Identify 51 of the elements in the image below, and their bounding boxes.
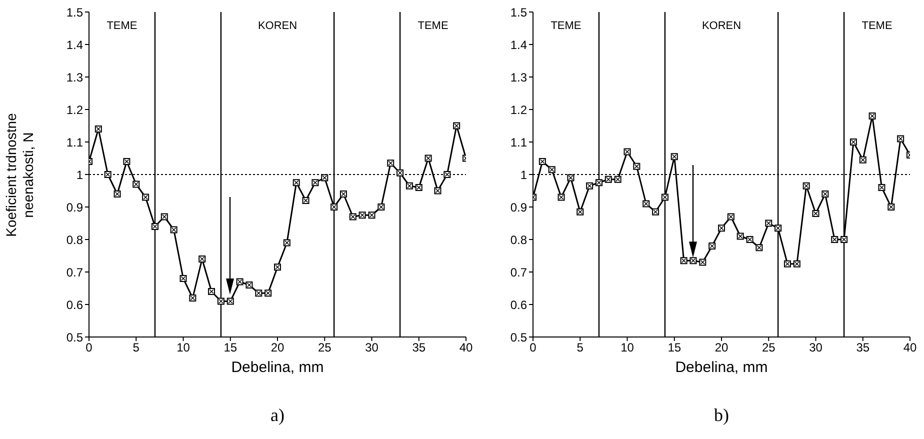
y-tick-label: 1.1	[510, 135, 528, 150]
y-tick-label: 1.4	[510, 38, 528, 52]
annotation: TEME	[106, 20, 138, 32]
y-tick-label: 1.3	[510, 70, 528, 84]
x-tick-label: 25	[762, 340, 776, 355]
y-tick-label: 0.6	[510, 298, 528, 312]
y-tick-label: 1	[76, 168, 84, 182]
y-tick-label: 1.2	[66, 102, 84, 117]
annotation: TEME	[550, 20, 582, 32]
text: b)	[713, 405, 730, 426]
x-tick-label: 35	[412, 340, 426, 355]
y-tick-label: 1	[520, 168, 528, 182]
x-tick-label: 20	[270, 340, 284, 355]
x-tick-label: 20	[714, 340, 728, 355]
y-tick-label: 1.5	[66, 5, 84, 20]
y-tick-label: 1.5	[510, 5, 528, 20]
y-tick-label: 1.3	[66, 70, 84, 84]
x-axis-title: Debelina, mm	[674, 359, 769, 376]
x-tick-label: 25	[318, 340, 332, 355]
y-tick-label: 1.2	[510, 102, 528, 117]
y-tick-label: 0.7	[66, 265, 84, 280]
annotation: KOREN	[256, 20, 298, 32]
annotation: KOREN	[700, 20, 742, 32]
y-tick-label: 0.6	[66, 298, 84, 312]
y-tick-label: 0.8	[66, 232, 84, 247]
x-tick-label: 10	[620, 340, 634, 355]
y-tick-label: 0.9	[66, 200, 84, 214]
x-tick-label: 5	[132, 340, 140, 355]
x-axis-title: Debelina, mm	[230, 359, 325, 376]
y-tick-label: 0.7	[510, 265, 528, 280]
x-tick-label: 10	[176, 340, 190, 355]
y-tick-label: 0.5	[510, 330, 528, 344]
y-tick-label: 0.9	[510, 200, 528, 214]
x-tick-label: 30	[809, 340, 823, 355]
x-tick-label: 0	[86, 340, 93, 355]
y-tick-label: 0.8	[510, 232, 528, 247]
x-tick-label: 0	[530, 340, 537, 355]
x-tick-label: 30	[365, 340, 379, 355]
annotation: TEME	[416, 20, 450, 32]
x-tick-label: 15	[224, 340, 238, 355]
x-tick-label: 5	[576, 340, 584, 355]
y-tick-label: 1.4	[66, 38, 84, 52]
x-tick-label: 15	[668, 340, 682, 355]
y-tick-label: 1.1	[66, 135, 84, 150]
text: a)	[270, 405, 286, 426]
x-tick-label: 40	[459, 340, 473, 355]
x-tick-label: 40	[903, 340, 917, 355]
annotation: TEME	[860, 20, 894, 32]
y-axis-title: Koeficient trdnostne neenakosti, N	[3, 112, 37, 238]
y-tick-label: 0.5	[66, 330, 84, 344]
x-tick-label: 35	[856, 340, 870, 355]
